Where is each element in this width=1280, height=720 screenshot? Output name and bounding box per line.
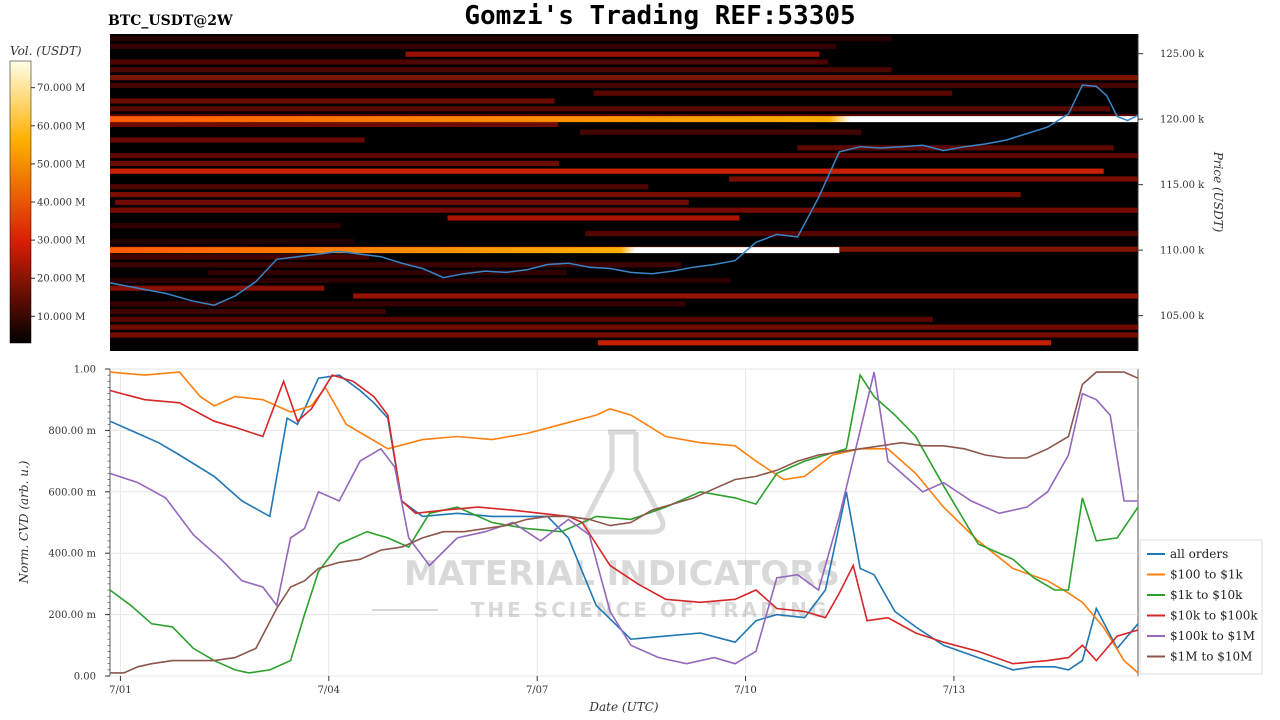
colorbar-label: Vol. (USDT) <box>10 44 82 58</box>
liquidity-row <box>110 106 1111 112</box>
liquidity-row <box>405 51 820 57</box>
liquidity-row <box>110 67 892 73</box>
liquidity-row <box>579 129 862 135</box>
price-tick-label: 120.00 k <box>1160 115 1205 126</box>
price-line <box>109 84 1139 306</box>
liquidity-row <box>110 98 555 104</box>
series-line-5 <box>110 371 1139 674</box>
y-tick-label: 1.00 <box>74 365 96 376</box>
liquidity-row <box>208 270 567 276</box>
y-tick-label: 200.00 m <box>48 610 96 621</box>
legend-label: $1k to $10k <box>1170 588 1243 602</box>
colorbar-tick-label: 30.000 M <box>37 236 85 247</box>
y-tick-label: 800.00 m <box>48 426 96 437</box>
liquidity-row <box>597 340 1052 346</box>
liquidity-row <box>110 285 325 291</box>
liquidity-row <box>110 153 1138 159</box>
colorbar-tick-label: 50.000 M <box>37 159 85 170</box>
liquidity-band <box>110 116 1138 123</box>
heatmap-panel: 105.00 k 110.00 k 115.00 k 120.00 k 125.00 k… <box>109 34 1225 351</box>
legend-label: $100 to $1k <box>1170 568 1243 582</box>
price-tick-label: 115.00 k <box>1160 180 1205 191</box>
liquidity-row <box>110 207 1138 213</box>
liquidity-row <box>110 238 355 244</box>
cvd-panel: MATERIAL INDICATORS THE SCIENCE OF TRADI… <box>17 365 1263 714</box>
liquidity-row <box>110 277 731 283</box>
liquidity-row <box>110 316 933 322</box>
liquidity-row <box>110 137 365 143</box>
liquidity-row <box>110 75 1138 81</box>
legend-label: $1M to $10M <box>1170 650 1252 664</box>
liquidity-band <box>110 247 840 254</box>
liquidity-row <box>585 231 1138 237</box>
liquidity-row <box>353 293 1138 299</box>
colorbar-tick-label: 10.000 M <box>37 312 85 323</box>
liquidity-row <box>110 43 837 49</box>
liquidity-row <box>110 160 559 166</box>
colorbar-tick-label: 20.000 M <box>37 274 85 285</box>
series-line-2 <box>109 372 1139 674</box>
watermark-line2: THE SCIENCE OF TRADING <box>471 598 830 622</box>
colorbar-tick-label: 60.000 M <box>37 121 85 132</box>
volume-colorbar: Vol. (USDT) 10.000 M 20.000 M 30.000 M 40.0… <box>9 44 85 344</box>
price-tick-label: 125.00 k <box>1160 49 1205 60</box>
liquidity-row <box>593 90 952 96</box>
liquidity-row <box>729 176 1138 182</box>
y-tick-label: 0.00 <box>74 672 96 683</box>
liquidity-row <box>110 184 649 190</box>
liquidity-row <box>110 82 1138 88</box>
x-tick-label: 7/13 <box>943 685 965 696</box>
series-line-1 <box>109 371 1139 674</box>
liquidity-row <box>110 309 386 315</box>
series-line-4 <box>109 371 1138 665</box>
series-line-3 <box>109 374 1139 665</box>
liquidity-row <box>110 121 559 127</box>
legend-label: $100k to $1M <box>1170 629 1255 643</box>
x-axis-label: Date (UTC) <box>588 700 658 714</box>
price-tick-label: 105.00 k <box>1160 311 1205 322</box>
chart-title: Gomzi's Trading REF:53305 <box>464 1 855 31</box>
liquidity-row <box>447 215 740 221</box>
liquidity-row <box>110 59 829 65</box>
price-tick-label: 110.00 k <box>1160 246 1205 257</box>
liquidity-row <box>110 324 1138 330</box>
x-tick-label: 7/04 <box>318 685 340 696</box>
y-tick-label: 600.00 m <box>48 487 96 498</box>
legend: all orders $100 to $1k $1k to $10k $10k to … <box>1139 539 1263 675</box>
legend-label: $10k to $100k <box>1170 609 1258 623</box>
liquidity-row <box>110 223 341 229</box>
x-tick-label: 7/07 <box>526 685 548 696</box>
x-tick-label: 7/01 <box>109 685 131 696</box>
legend-label: all orders <box>1170 547 1228 561</box>
liquidity-row <box>110 168 1104 174</box>
x-tick-label: 7/10 <box>734 685 756 696</box>
symbol-label: BTC_USDT@2W <box>108 13 233 29</box>
colorbar-tick-label: 40.000 M <box>37 198 85 209</box>
colorbar-gradient <box>9 60 32 344</box>
liquidity-row <box>110 332 1138 338</box>
liquidity-row <box>110 254 370 260</box>
series-line-0 <box>109 374 1139 671</box>
cvd-plot-area <box>109 368 1139 677</box>
colorbar-tick-label: 70.000 M <box>37 83 85 94</box>
legend-box <box>1139 539 1263 675</box>
liquidity-row <box>110 301 686 307</box>
y-axis-label: Norm. CVD (arb. u.) <box>17 460 31 584</box>
liquidity-row <box>115 199 689 205</box>
liquidity-row <box>110 192 1021 198</box>
liquidity-row <box>110 36 893 42</box>
flask-icon <box>582 429 666 535</box>
liquidity-row <box>110 262 682 268</box>
y-tick-label: 400.00 m <box>48 549 96 560</box>
price-axis-label: Price (USDT) <box>1211 151 1225 233</box>
